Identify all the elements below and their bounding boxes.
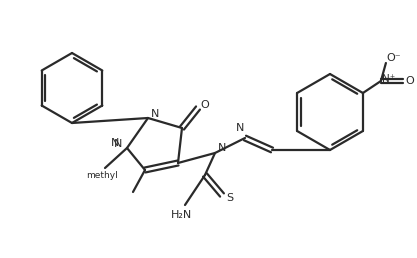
Text: N: N: [114, 139, 122, 149]
Text: O⁻: O⁻: [387, 53, 401, 63]
Text: N⁺: N⁺: [382, 74, 396, 84]
Text: H₂N: H₂N: [171, 210, 193, 220]
Text: S: S: [226, 193, 234, 203]
Text: N: N: [111, 138, 119, 148]
Text: N: N: [151, 109, 159, 119]
Text: O: O: [201, 100, 209, 110]
Text: methyl: methyl: [86, 172, 118, 181]
Text: O: O: [406, 76, 414, 86]
Text: N: N: [218, 143, 226, 153]
Text: N: N: [236, 123, 244, 133]
